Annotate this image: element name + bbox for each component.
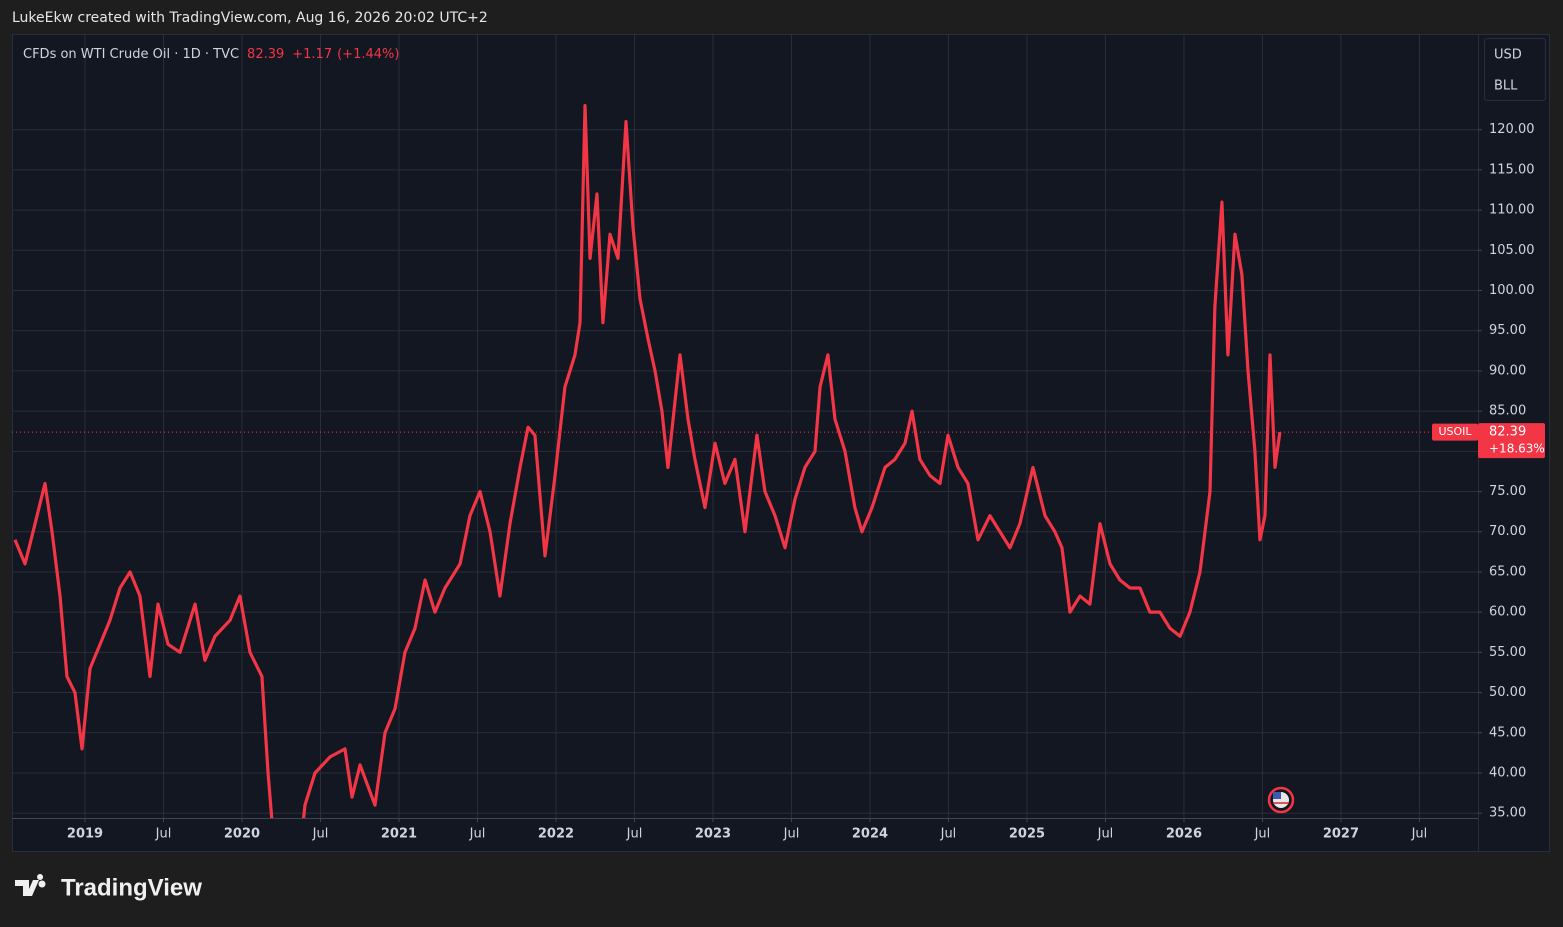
y-tick-label: 35.00: [1489, 806, 1526, 821]
y-tick-label: 100.00: [1489, 283, 1535, 298]
x-tick-label: Jul: [469, 827, 486, 842]
x-tick-label: Jul: [312, 827, 329, 842]
y-tick-label: 110.00: [1489, 203, 1535, 218]
y-tick-label: 90.00: [1489, 363, 1526, 378]
last-price: 82.39: [247, 47, 284, 62]
y-tick-label: 95.00: [1489, 323, 1526, 338]
x-tick-label: Jul: [155, 827, 172, 842]
price-label-box: [1478, 423, 1545, 459]
logo-text: TradingView: [61, 874, 202, 901]
y-tick-label: 75.00: [1489, 484, 1526, 499]
logo: TradingView: [15, 874, 202, 901]
grid: [12, 34, 1478, 818]
x-tick-label: 2022: [538, 827, 574, 842]
x-tick-label: 2027: [1323, 827, 1359, 842]
x-tick-label: 2021: [381, 827, 417, 842]
event-icon[interactable]: [1267, 786, 1295, 814]
y-tick-label: 40.00: [1489, 765, 1526, 780]
price-label: 82.39: [1489, 425, 1526, 440]
x-tick-label: Jul: [1097, 827, 1114, 842]
unit-box[interactable]: [1484, 38, 1546, 101]
price-change: +1.17: [292, 47, 332, 62]
x-tick-label: Jul: [626, 827, 643, 842]
header: LukeEkw created with TradingView.com, Au…: [12, 10, 488, 26]
logo-icon: [15, 874, 44, 896]
symbol-label: USOIL: [1438, 425, 1472, 438]
x-tick-label: Jul: [1411, 827, 1428, 842]
y-tick-label: 50.00: [1489, 685, 1526, 700]
x-tick-label: 2025: [1009, 827, 1045, 842]
legend: CFDs on WTI Crude Oil · 1D · TVC 82.39 +1.…: [23, 47, 399, 62]
y-tick-label: 45.00: [1489, 725, 1526, 740]
x-tick-label: 2023: [695, 827, 731, 842]
currency-button[interactable]: USD: [1494, 48, 1522, 63]
x-tick-label: 2026: [1166, 827, 1202, 842]
price-line: [13, 103, 1282, 818]
price-change-label: +18.63%: [1489, 442, 1545, 456]
unit-selector[interactable]: USD BLL: [1484, 38, 1546, 101]
y-tick-label: 120.00: [1489, 122, 1535, 137]
price-change-percent: (+1.44%): [337, 47, 399, 62]
y-tick-label: 85.00: [1489, 404, 1526, 419]
y-tick-label: 55.00: [1489, 645, 1526, 660]
y-tick-label: 115.00: [1489, 162, 1535, 177]
x-tick-label: 2024: [852, 827, 888, 842]
x-tick-label: Jul: [783, 827, 800, 842]
x-tick-label: Jul: [1254, 827, 1271, 842]
symbol-title: CFDs on WTI Crude Oil · 1D · TVC: [23, 47, 239, 62]
chart-panel: [12, 34, 1550, 852]
unit-button[interactable]: BLL: [1494, 79, 1518, 94]
x-tick-label: 2019: [67, 827, 103, 842]
y-tick-label: 105.00: [1489, 243, 1535, 258]
y-tick-label: 60.00: [1489, 605, 1526, 620]
x-tick-label: Jul: [940, 827, 957, 842]
flag-canton: [1273, 792, 1281, 799]
x-tick-label: 2020: [224, 827, 260, 842]
symbol-label-box: [1432, 423, 1478, 441]
y-tick-label: 65.00: [1489, 564, 1526, 579]
y-tick-label: 70.00: [1489, 524, 1526, 539]
logo-dot: [38, 880, 46, 888]
